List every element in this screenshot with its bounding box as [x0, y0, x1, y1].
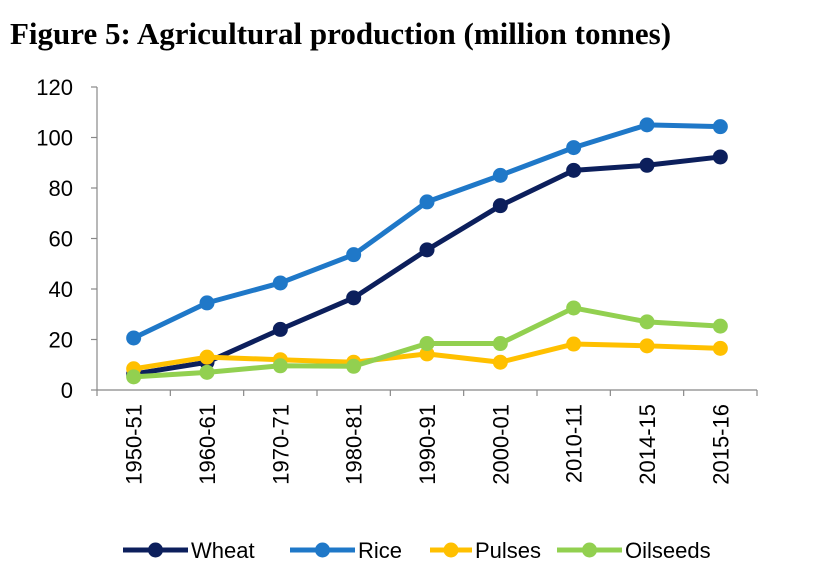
data-point: [419, 336, 435, 352]
x-tick-label: 2015-16: [708, 404, 733, 485]
legend-marker: [443, 542, 459, 558]
series-line: [132, 122, 721, 341]
y-tick-label: 20: [49, 328, 73, 353]
data-point: [492, 198, 508, 214]
x-tick-label: 1970-71: [268, 404, 293, 485]
data-point: [272, 321, 288, 337]
legend-label: Rice: [358, 538, 402, 563]
y-tick-label: 40: [49, 277, 73, 302]
legend-marker: [582, 542, 597, 558]
data-point: [639, 314, 655, 330]
legend-label: Pulses: [475, 538, 541, 563]
data-point: [639, 338, 655, 354]
y-tick-label: 0: [61, 378, 73, 403]
y-tick-label: 80: [49, 176, 73, 201]
data-point: [346, 290, 362, 306]
data-point: [639, 157, 655, 173]
data-point: [272, 275, 288, 291]
x-tick-label: 1960-61: [195, 404, 220, 485]
data-point: [492, 167, 508, 183]
x-tick-label: 1950-51: [122, 404, 147, 485]
x-tick-label: 2010-11: [562, 404, 587, 483]
legend-marker: [148, 542, 163, 558]
data-point: [199, 364, 215, 380]
data-point: [712, 318, 728, 334]
data-point: [712, 119, 728, 135]
x-tick-label: 2014-15: [635, 404, 660, 485]
data-point: [566, 300, 582, 316]
x-tick-label: 1990-91: [415, 404, 440, 485]
data-point: [492, 354, 508, 370]
data-point: [346, 358, 362, 374]
data-point: [566, 140, 582, 156]
data-point: [712, 149, 728, 165]
data-point: [272, 358, 288, 374]
legend-marker: [315, 542, 330, 558]
y-tick-label: 60: [49, 227, 73, 252]
data-point: [712, 340, 728, 356]
data-point: [419, 194, 435, 210]
data-point: [419, 346, 435, 362]
legend-label: Oilseeds: [625, 538, 711, 563]
data-point: [419, 242, 435, 258]
y-tick-label: 120: [36, 75, 73, 100]
data-point: [639, 117, 655, 133]
y-tick-label: 100: [36, 126, 73, 151]
data-point: [199, 349, 215, 365]
legend-label: Wheat: [191, 538, 255, 563]
data-point: [126, 369, 142, 385]
data-point: [566, 162, 582, 178]
data-point: [126, 330, 142, 346]
data-point: [199, 295, 215, 311]
data-point: [566, 336, 582, 352]
data-point: [492, 336, 508, 352]
data-point: [346, 247, 362, 263]
x-tick-label: 2000-01: [488, 404, 513, 485]
chart-title: Figure 5: Agricultural production (milli…: [10, 16, 671, 51]
x-tick-label: 1980-81: [342, 404, 367, 485]
